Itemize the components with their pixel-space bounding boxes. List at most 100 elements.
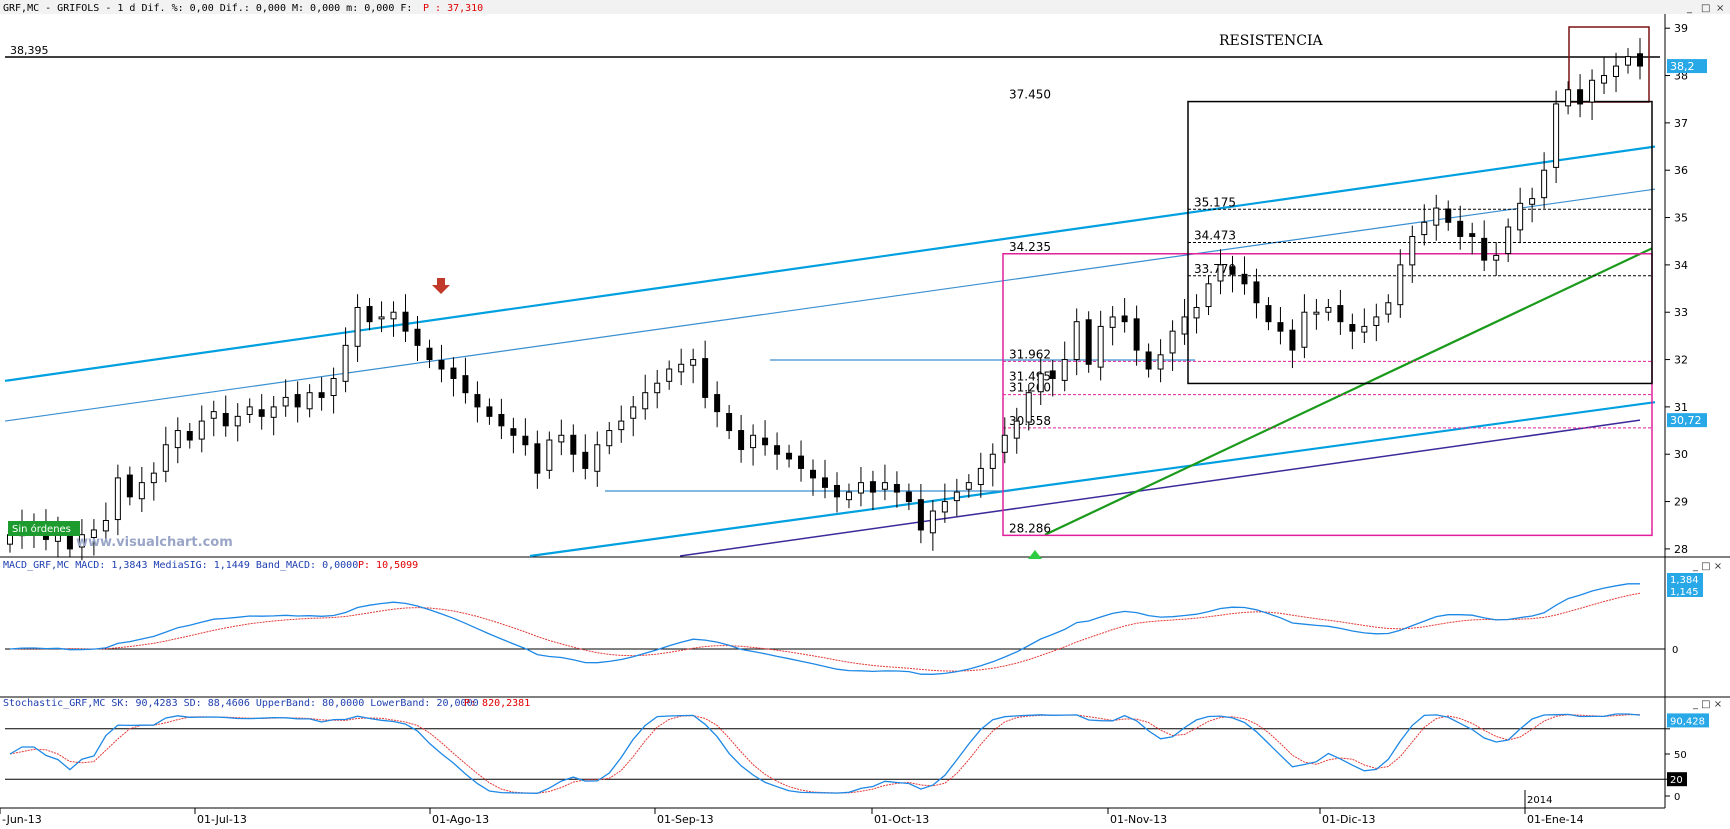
candle-body (1265, 305, 1272, 323)
candle-body (150, 472, 157, 484)
close-icon[interactable]: × (1716, 3, 1724, 14)
candle-body (714, 394, 721, 413)
candle-body (1217, 264, 1224, 282)
date-label: 2014 (1527, 795, 1552, 806)
candle-body (294, 394, 301, 408)
candle-body (1325, 306, 1332, 313)
macd-close-icon[interactable]: _ □ × (1692, 561, 1722, 572)
macd-zero-label: 0 (1672, 645, 1678, 656)
candle-body (354, 306, 361, 347)
candle-body (438, 360, 445, 370)
candle-body (1541, 169, 1548, 199)
candle-body (510, 428, 517, 436)
stoch-tag: 90,428 (1670, 716, 1705, 727)
candle-body (1433, 207, 1440, 226)
candle-body (486, 406, 493, 417)
candle-body (1313, 311, 1320, 315)
last-price-label: P : 37,310 (423, 3, 483, 14)
down-arrow-icon (432, 278, 450, 294)
candle-body (90, 529, 97, 539)
stoch-sk-line (9, 713, 1641, 794)
candle-body (1409, 235, 1416, 266)
restore-icon[interactable]: □ (1701, 3, 1710, 14)
stoch-header: Stochastic_GRF,MC SK: 90,4283 SD: 88,460… (3, 698, 479, 709)
candle-body (522, 435, 529, 446)
last-price-tag-bg (1667, 59, 1707, 74)
candle-body (905, 491, 912, 503)
candle-body (570, 434, 577, 455)
up-arrow-icon (1028, 550, 1042, 559)
candle-body (138, 482, 145, 500)
candle-body (1025, 392, 1032, 423)
candle-body (1013, 420, 1020, 439)
minimize-icon[interactable]: _ (1686, 3, 1693, 14)
candle-body (1469, 233, 1476, 237)
candle-body (1637, 53, 1643, 67)
candle-body (450, 367, 457, 379)
candle-body (474, 394, 481, 408)
date-label: 01-Nov-13 (1110, 813, 1167, 826)
macd-header: MACD_GRF,MC MACD: 1,3843 MediaSIG: 1,144… (3, 560, 358, 571)
candle-body (558, 434, 565, 443)
channel-lower-line (529, 401, 1656, 558)
candle-body (738, 430, 745, 450)
candle-body (666, 368, 673, 382)
candle-body (750, 434, 757, 449)
candle-body (114, 477, 121, 521)
candle-body (893, 484, 900, 493)
candle-body (678, 363, 685, 373)
candle-body (702, 358, 709, 398)
candle-body (1085, 319, 1092, 365)
candle-body (1613, 65, 1620, 77)
date-label: 01-Dic-13 (1322, 813, 1376, 826)
candle-body (1181, 316, 1188, 335)
candle-body (462, 375, 469, 394)
candle-body (822, 477, 828, 488)
candle-body (1385, 302, 1392, 315)
price-tick-label: 29 (1674, 496, 1688, 509)
price-tick-label: 33 (1674, 306, 1688, 319)
candle-body (102, 519, 109, 532)
candle-body (126, 474, 133, 498)
candle-body (7, 534, 13, 545)
candle-body (78, 534, 85, 548)
candle-body (1037, 373, 1044, 393)
candle-body (1205, 283, 1212, 308)
candle-body (234, 415, 241, 427)
price-tick-label: 35 (1674, 212, 1688, 225)
candle-body (810, 469, 817, 479)
panel-close-icons[interactable]: _ □ × _ □ × (1692, 561, 1722, 710)
candle-body (1349, 324, 1356, 332)
candle-body (1145, 351, 1152, 370)
candle-body (762, 437, 769, 446)
macd-tag: 1,384 (1670, 575, 1699, 586)
macd-line (9, 583, 1640, 675)
candle-body (318, 392, 325, 398)
date-label: 01-Ene-14 (1527, 813, 1584, 826)
stoch-tag-bg (1667, 713, 1709, 728)
candle-body (582, 451, 589, 469)
candle-body (1001, 434, 1008, 453)
date-axis: -Jun-13 01-Jul-13 01-Ago-13 01-Sep-13 01-Oct… (0, 790, 1584, 826)
window-controls[interactable]: _ □ × (1686, 3, 1724, 14)
level-label: 33.770 (1194, 262, 1236, 276)
candle-body (1073, 321, 1080, 361)
candle-body (1517, 202, 1524, 231)
candle-body (330, 377, 337, 397)
date-label: 01-Oct-13 (874, 813, 929, 826)
stoch-close-icon[interactable]: _ □ × (1692, 699, 1722, 710)
candle-body (1097, 325, 1104, 368)
candle-body (282, 396, 289, 407)
candle-body (953, 491, 960, 502)
candle-body (1301, 311, 1308, 348)
price-panel[interactable]: 37.45035.17534.47334.23533.77031.96231.4… (4, 26, 1660, 561)
candle-body (977, 467, 984, 486)
candle-body (642, 392, 649, 410)
level-label: 35.175 (1194, 195, 1236, 209)
candle-body (606, 430, 613, 447)
signal-tag: 1,145 (1670, 587, 1699, 598)
sma-price-tag-bg (1667, 413, 1707, 428)
